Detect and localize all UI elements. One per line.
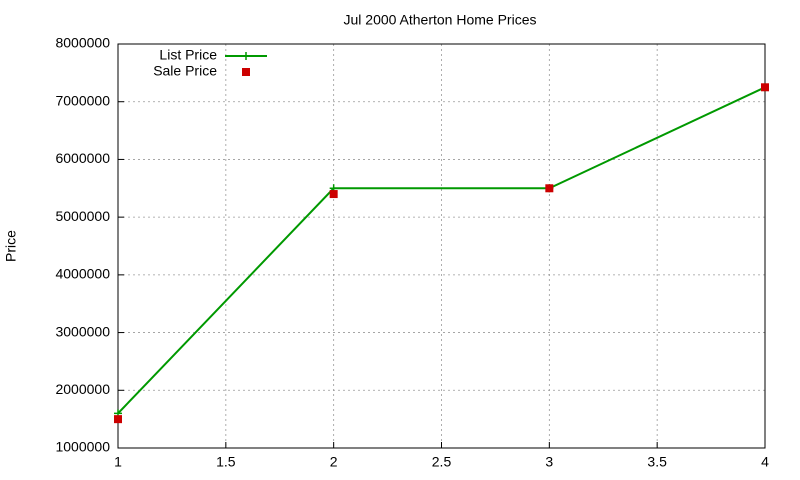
y-tick-label: 1000000 xyxy=(55,439,110,455)
y-axis-label: Price xyxy=(3,230,19,262)
legend-swatch xyxy=(242,68,250,76)
x-tick-label: 4 xyxy=(761,454,769,470)
x-tick-label: 3 xyxy=(545,454,553,470)
point-marker xyxy=(761,83,769,92)
y-tick-label: 4000000 xyxy=(55,266,110,282)
y-tick-label: 5000000 xyxy=(55,208,110,224)
chart-title: Jul 2000 Atherton Home Prices xyxy=(344,12,537,28)
point-marker xyxy=(114,415,122,424)
point-marker xyxy=(545,184,554,193)
legend-swatch xyxy=(242,52,250,60)
x-tick-label: 3.5 xyxy=(647,454,667,470)
y-tick-label: 7000000 xyxy=(55,92,110,108)
point-marker xyxy=(329,190,338,199)
y-tick-label: 6000000 xyxy=(55,150,110,166)
x-tick-label: 1.5 xyxy=(216,454,236,470)
line xyxy=(117,86,766,415)
legend-label: Sale Price xyxy=(153,63,217,79)
x-tick-label: 2 xyxy=(330,454,338,470)
legend-label: List Price xyxy=(159,47,217,63)
y-tick-label: 3000000 xyxy=(55,323,110,339)
plot-border xyxy=(117,43,766,449)
y-tick-label: 2000000 xyxy=(55,381,110,397)
x-tick-label: 1 xyxy=(114,454,122,470)
x-tick-label: 2.5 xyxy=(432,454,452,470)
y-tick-label: 8000000 xyxy=(55,35,110,51)
